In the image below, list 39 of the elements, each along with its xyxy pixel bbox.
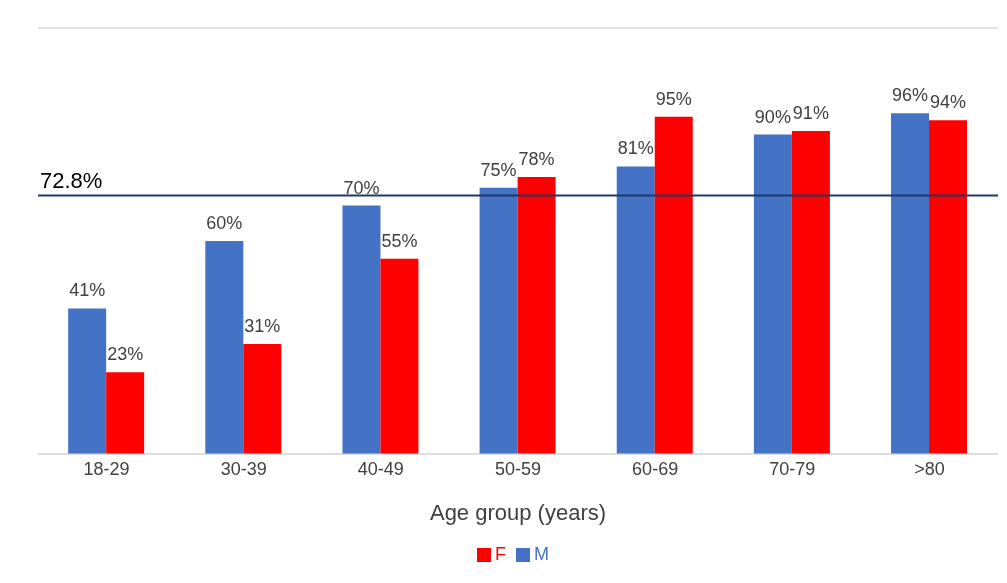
bar [654, 116, 693, 454]
x-tick-label: 40-49 [357, 458, 404, 479]
bar [891, 113, 930, 454]
bar [791, 130, 830, 454]
data-label: 90% [754, 106, 791, 127]
data-label: 70% [343, 177, 380, 198]
bar [106, 372, 145, 454]
data-label: 94% [930, 92, 967, 113]
data-label: 31% [244, 315, 281, 336]
data-label: 55% [381, 230, 418, 251]
data-label: 75% [480, 159, 517, 180]
x-tick-label: >80 [914, 458, 945, 479]
legend-label: F [495, 544, 506, 564]
data-label: 23% [107, 344, 144, 365]
data-label: 95% [655, 88, 692, 109]
bar [479, 187, 518, 454]
data-label: 96% [892, 85, 929, 106]
bar [753, 134, 792, 454]
data-label: 91% [792, 102, 829, 123]
x-tick-label: 18-29 [83, 458, 130, 479]
x-tick-label: 30-39 [220, 458, 267, 479]
data-label: 78% [518, 149, 555, 170]
bar [205, 241, 244, 454]
bar [243, 343, 282, 454]
x-tick-label: 60-69 [632, 458, 679, 479]
x-tick-label: 70-79 [769, 458, 816, 479]
data-label: 81% [617, 138, 654, 159]
bar [380, 258, 419, 454]
bar [68, 308, 107, 454]
bar [517, 177, 556, 454]
legend-label: M [534, 544, 549, 564]
data-label: 60% [206, 213, 243, 233]
x-tick-label: 50-59 [494, 458, 542, 479]
x-axis-title: Age group (years) [429, 499, 607, 525]
data-label: 41% [69, 280, 106, 301]
bar [929, 120, 968, 454]
ref-line-label: 72.8% [40, 167, 103, 193]
bar [616, 166, 655, 454]
bar [342, 205, 381, 454]
